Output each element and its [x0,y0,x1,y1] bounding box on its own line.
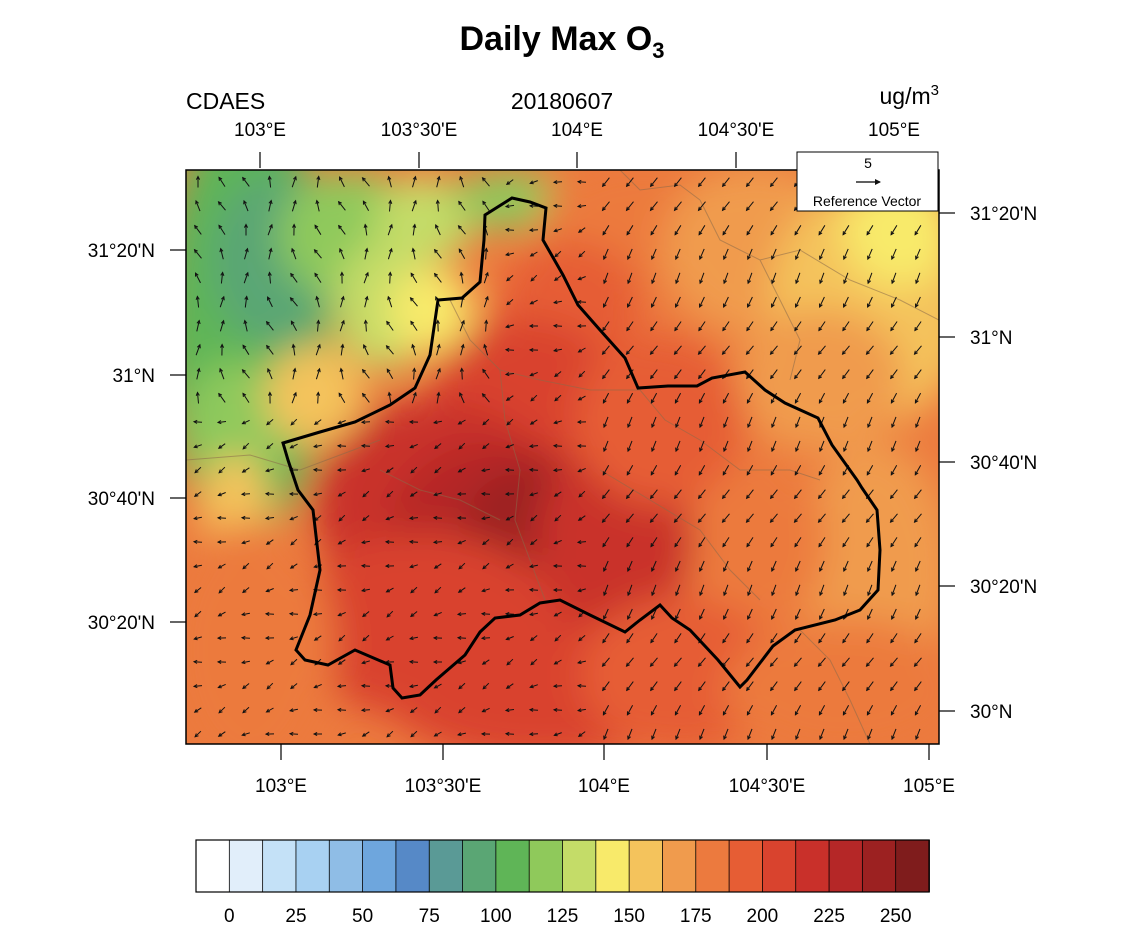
colorbar-swatch [595,839,631,893]
date-label: 20180607 [511,88,613,114]
model-label: CDAES [186,88,265,114]
top-lon-label: 103°30'E [381,120,458,141]
colorbar-tick-label: 225 [813,906,845,927]
left-lat-label: 31°20'N [88,241,155,262]
left-lat-label: 31°N [113,366,155,387]
top-lon-label: 104°30'E [698,120,775,141]
colorbar-swatch [228,839,264,893]
right-lat-label: 30°40'N [970,453,1037,474]
colorbar-swatch [395,839,431,893]
colorbar-tick-label: 150 [613,906,645,927]
units-label: ug/m3 [880,82,939,109]
colorbar-swatch [762,839,797,893]
colorbar-swatch [495,839,531,893]
bottom-lon-label: 104°E [578,776,630,797]
colorbar-swatch [662,839,697,893]
reference-vector-label: Reference Vector [813,193,922,209]
colorbar-swatch [795,839,830,893]
left-latitude-axis: 31°20'N 31°N 30°40'N 30°20'N [88,241,186,634]
right-lat-label: 30°20'N [970,577,1037,598]
colorbar-swatch [728,839,764,893]
left-lat-label: 30°20'N [88,613,155,634]
colorbar-tick-label: 125 [547,906,579,927]
region-boundary [281,196,882,700]
bottom-lon-label: 103°30'E [405,776,482,797]
colorbar-swatch [428,839,464,893]
right-latitude-axis: 31°20'N 31°N 30°40'N 30°20'N 30°N [939,204,1037,723]
colorbar-tick-label: 175 [680,906,712,927]
reference-vector-value: 5 [864,155,872,171]
colorbar-tick-label: 25 [285,906,306,927]
colorbar-swatch [295,839,331,893]
right-lat-label: 31°20'N [970,204,1037,225]
colorbar-tick-label: 50 [352,906,373,927]
ozone-field [186,170,939,744]
bottom-lon-label: 103°E [255,776,307,797]
colorbar-tick-label: 100 [480,906,512,927]
top-lon-label: 105°E [868,120,920,141]
colorbar-tick-label: 75 [419,906,440,927]
colorbar-tick-label: 250 [880,906,912,927]
colorbar-swatch [861,839,897,893]
map-frame [185,169,940,745]
colorbar-swatch [262,839,297,893]
right-lat-label: 30°N [970,702,1012,723]
colorbar-swatch [195,839,231,893]
bottom-lon-label: 104°30'E [729,776,806,797]
colorbar-swatch [528,839,564,893]
top-lon-label: 104°E [551,120,603,141]
colorbar-swatch [462,839,497,893]
reference-vector-box: 5 Reference Vector [796,151,939,212]
colorbar-swatch [562,839,597,893]
colorbar-labels: 0 25 50 75 100 125 150 175 200 225 250 [224,906,912,927]
bottom-longitude-axis: 103°E 103°30'E 104°E 104°30'E 105°E [255,744,955,797]
colorbar [195,839,930,893]
colorbar-swatch [695,839,730,893]
colorbar-swatch [828,839,864,893]
right-lat-label: 31°N [970,328,1012,349]
colorbar-swatch [628,839,664,893]
bottom-lon-label: 105°E [903,776,955,797]
top-longitude-axis: 103°E 103°30'E 104°E 104°30'E 105°E [234,120,920,168]
colorbar-swatch [328,839,364,893]
colorbar-swatch [362,839,397,893]
left-lat-label: 30°40'N [88,489,155,510]
colorbar-swatch [895,839,930,893]
colorbar-tick-label: 0 [224,906,235,927]
colorbar-tick-label: 200 [747,906,779,927]
top-lon-label: 103°E [234,120,286,141]
figure-title: Daily Max O3 [460,20,665,63]
